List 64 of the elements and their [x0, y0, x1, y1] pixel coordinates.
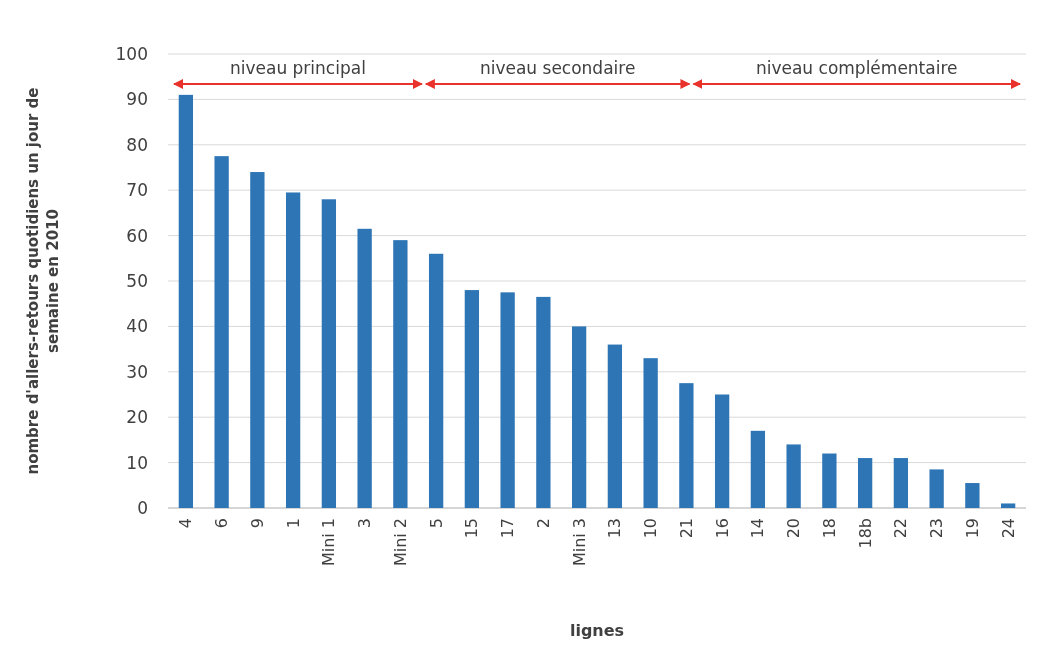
bar: [929, 469, 944, 508]
y-tick-label: 90: [126, 89, 148, 110]
x-tick-label: 13: [605, 518, 625, 539]
y-tick-label: 0: [137, 497, 148, 518]
bar: [357, 228, 372, 508]
bar: [464, 290, 480, 508]
x-tick-label: 17: [498, 518, 518, 539]
x-tick-label: 6: [212, 518, 232, 529]
bar: [714, 394, 730, 508]
bar: [965, 483, 980, 508]
x-axis-title: lignes: [569, 621, 625, 640]
x-tick-label: 5: [426, 518, 446, 529]
x-tick-label: 18b: [855, 518, 875, 549]
bar: [822, 453, 837, 508]
x-tick-label: 23: [927, 518, 947, 539]
bar: [786, 444, 801, 508]
y-axis-title: nombre d'allers-retours quotidiens un jour de semaine en 2010: [24, 87, 62, 475]
annotation: niveau secondaire: [479, 58, 636, 78]
x-tick-label: 20: [784, 518, 804, 539]
bar: [250, 172, 265, 508]
y-tick-label: 60: [126, 225, 148, 246]
x-tick-label: 1: [283, 518, 303, 529]
bar: [321, 199, 337, 508]
x-tick-label: 4: [176, 518, 196, 529]
bar: [750, 430, 766, 508]
bar: [607, 344, 623, 508]
y-tick-label: 80: [126, 134, 148, 155]
x-tick-label: 16: [712, 518, 732, 539]
x-tick-label: Mini 3: [569, 518, 589, 567]
x-tick-label: 21: [676, 518, 696, 539]
y-tick-label: 40: [126, 316, 148, 337]
y-tick-label: 10: [126, 452, 148, 473]
x-tick-label: Mini 1: [319, 518, 339, 567]
bar: [571, 326, 587, 508]
x-tick-label: 18: [819, 518, 839, 539]
bar: [178, 94, 194, 508]
x-tick-label: 2: [533, 518, 553, 529]
bar: [643, 358, 658, 508]
x-tick-label: 14: [748, 518, 768, 539]
x-tick-label: 24: [998, 518, 1018, 539]
x-tick-label: Mini 2: [390, 518, 410, 567]
bar: [393, 240, 408, 508]
bar: [857, 458, 873, 508]
x-tick-label: 9: [247, 518, 267, 529]
bar: [893, 458, 909, 508]
bar: [214, 156, 229, 508]
x-tick-label: 19: [962, 518, 982, 539]
annotation: niveau complémentaire: [755, 58, 958, 78]
y-tick-label: 70: [126, 180, 148, 201]
annotation: niveau principal: [229, 58, 366, 78]
bar: [500, 292, 515, 508]
x-tick-label: 15: [462, 518, 482, 539]
y-tick-label: 50: [126, 270, 148, 291]
x-tick-label: 3: [355, 518, 375, 529]
bar: [536, 296, 551, 508]
bar: [1000, 503, 1016, 508]
x-tick-label: 22: [891, 518, 911, 539]
bar: [285, 192, 301, 508]
bar: [679, 383, 694, 508]
x-tick-label: 10: [641, 518, 661, 539]
y-tick-label: 20: [126, 407, 148, 428]
y-tick-label: 100: [115, 43, 148, 64]
bar: [428, 253, 444, 508]
y-tick-label: 30: [126, 361, 148, 382]
